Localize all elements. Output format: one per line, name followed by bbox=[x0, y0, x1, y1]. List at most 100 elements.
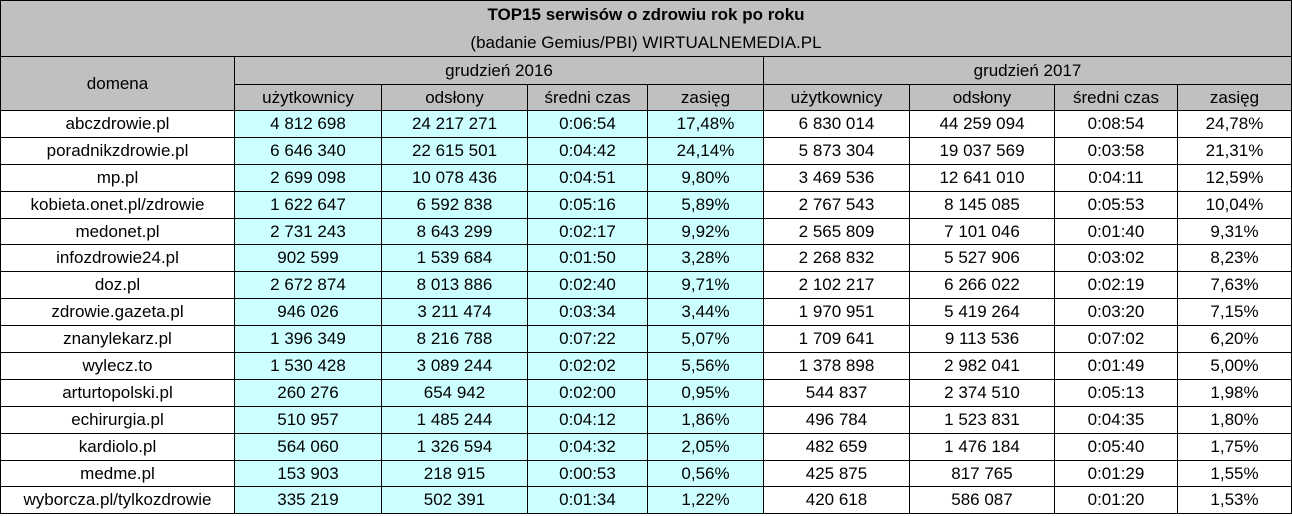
avg-time-2016-cell: 0:04:32 bbox=[527, 432, 648, 461]
avg-time-2016-cell: 0:02:00 bbox=[527, 378, 648, 407]
reach-2017-cell: 9,31% bbox=[1177, 217, 1292, 246]
pageviews-2017-cell: 7 101 046 bbox=[909, 217, 1055, 246]
avg-time-2017-cell: 0:04:11 bbox=[1054, 163, 1178, 192]
reach-2016-cell: 0,95% bbox=[647, 378, 764, 407]
reach-2017-cell: 5,00% bbox=[1177, 352, 1292, 380]
pageviews-2016-cell: 22 615 501 bbox=[381, 136, 528, 165]
domain-cell: abczdrowie.pl bbox=[0, 110, 235, 138]
reach-2016-cell: 3,28% bbox=[647, 244, 764, 273]
reach-2017-cell: 1,80% bbox=[1177, 405, 1292, 434]
metric-header-avg-time-2016: średni czas bbox=[527, 84, 648, 111]
table-row: medonet.pl 2 731 243 8 643 299 0:02:17 9,92%… bbox=[0, 217, 1292, 246]
pageviews-2016-cell: 218 915 bbox=[381, 459, 528, 488]
avg-time-2016-cell: 0:02:40 bbox=[527, 271, 648, 300]
pageviews-2016-cell: 8 216 788 bbox=[381, 325, 528, 354]
users-2017-cell: 544 837 bbox=[763, 378, 910, 407]
users-2017-cell: 420 618 bbox=[763, 486, 910, 515]
users-2016-cell: 2 672 874 bbox=[234, 271, 382, 300]
avg-time-2017-cell: 0:01:49 bbox=[1054, 352, 1178, 380]
domain-cell: poradnikzdrowie.pl bbox=[0, 136, 235, 165]
users-2016-cell: 2 731 243 bbox=[234, 217, 382, 246]
domain-cell: echirurgia.pl bbox=[0, 405, 235, 434]
reach-2017-cell: 24,78% bbox=[1177, 110, 1292, 138]
users-2017-cell: 1 378 898 bbox=[763, 352, 910, 380]
reach-2017-cell: 8,23% bbox=[1177, 244, 1292, 273]
reach-2016-cell: 9,80% bbox=[647, 163, 764, 192]
avg-time-2016-cell: 0:02:02 bbox=[527, 352, 648, 380]
reach-2017-cell: 1,53% bbox=[1177, 486, 1292, 515]
table-row: medme.pl 153 903 218 915 0:00:53 0,56% 425 87… bbox=[0, 459, 1292, 488]
avg-time-2017-cell: 0:08:54 bbox=[1054, 110, 1178, 138]
metric-header-reach-2016: zasięg bbox=[647, 84, 764, 111]
table-row: kardiolo.pl 564 060 1 326 594 0:04:32 2,05% 4… bbox=[0, 432, 1292, 461]
pageviews-2016-cell: 3 211 474 bbox=[381, 298, 528, 327]
avg-time-2017-cell: 0:02:19 bbox=[1054, 271, 1178, 300]
users-2016-cell: 6 646 340 bbox=[234, 136, 382, 165]
avg-time-2016-cell: 0:04:51 bbox=[527, 163, 648, 192]
avg-time-2017-cell: 0:01:20 bbox=[1054, 486, 1178, 515]
domain-cell: wyborcza.pl/tylkozdrowie bbox=[0, 486, 235, 515]
period-header-2017: grudzień 2017 bbox=[763, 56, 1292, 85]
reach-2016-cell: 2,05% bbox=[647, 432, 764, 461]
domain-cell: arturtopolski.pl bbox=[0, 378, 235, 407]
table-title: TOP15 serwisów o zdrowiu rok po roku bbox=[0, 0, 1292, 29]
users-2016-cell: 2 699 098 bbox=[234, 163, 382, 192]
table-row: echirurgia.pl 510 957 1 485 244 0:04:12 1,86… bbox=[0, 405, 1292, 434]
reach-2017-cell: 1,98% bbox=[1177, 378, 1292, 407]
reach-2017-cell: 6,20% bbox=[1177, 325, 1292, 354]
metric-header-users-2016: użytkownicy bbox=[234, 84, 382, 111]
users-2016-cell: 1 530 428 bbox=[234, 352, 382, 380]
reach-2017-cell: 7,15% bbox=[1177, 298, 1292, 327]
users-2017-cell: 425 875 bbox=[763, 459, 910, 488]
table-subtitle: (badanie Gemius/PBI) WIRTUALNEMEDIA.PL bbox=[0, 29, 1292, 57]
users-2017-cell: 3 469 536 bbox=[763, 163, 910, 192]
metric-header-pageviews-2017: odsłony bbox=[909, 84, 1055, 111]
reach-2016-cell: 5,07% bbox=[647, 325, 764, 354]
pageviews-2016-cell: 8 013 886 bbox=[381, 271, 528, 300]
pageviews-2016-cell: 10 078 436 bbox=[381, 163, 528, 192]
pageviews-2017-cell: 44 259 094 bbox=[909, 110, 1055, 138]
users-2016-cell: 260 276 bbox=[234, 378, 382, 407]
reach-2016-cell: 17,48% bbox=[647, 110, 764, 138]
table-row: znanylekarz.pl 1 396 349 8 216 788 0:07:22 5… bbox=[0, 325, 1292, 354]
pageviews-2016-cell: 654 942 bbox=[381, 378, 528, 407]
avg-time-2016-cell: 0:01:34 bbox=[527, 486, 648, 515]
users-2016-cell: 335 219 bbox=[234, 486, 382, 515]
users-2016-cell: 1 622 647 bbox=[234, 190, 382, 219]
table-row: mp.pl 2 699 098 10 078 436 0:04:51 9,80% 3 46… bbox=[0, 163, 1292, 192]
reach-2017-cell: 12,59% bbox=[1177, 163, 1292, 192]
avg-time-2016-cell: 0:01:50 bbox=[527, 244, 648, 273]
reach-2016-cell: 1,86% bbox=[647, 405, 764, 434]
users-2017-cell: 5 873 304 bbox=[763, 136, 910, 165]
users-2017-cell: 2 767 543 bbox=[763, 190, 910, 219]
users-2016-cell: 1 396 349 bbox=[234, 325, 382, 354]
metric-header-reach-2017: zasięg bbox=[1177, 84, 1292, 111]
metric-header-users-2017: użytkownicy bbox=[763, 84, 910, 111]
users-2016-cell: 946 026 bbox=[234, 298, 382, 327]
pageviews-2016-cell: 24 217 271 bbox=[381, 110, 528, 138]
avg-time-2017-cell: 0:01:40 bbox=[1054, 217, 1178, 246]
pageviews-2017-cell: 5 527 906 bbox=[909, 244, 1055, 273]
pageviews-2017-cell: 19 037 569 bbox=[909, 136, 1055, 165]
pageviews-2016-cell: 8 643 299 bbox=[381, 217, 528, 246]
domain-cell: medme.pl bbox=[0, 459, 235, 488]
avg-time-2016-cell: 0:02:17 bbox=[527, 217, 648, 246]
subtitle-row: (badanie Gemius/PBI) WIRTUALNEMEDIA.PL bbox=[0, 29, 1292, 57]
metric-header-pageviews-2016: odsłony bbox=[381, 84, 528, 111]
avg-time-2017-cell: 0:03:02 bbox=[1054, 244, 1178, 273]
reach-2016-cell: 9,71% bbox=[647, 271, 764, 300]
users-2017-cell: 6 830 014 bbox=[763, 110, 910, 138]
reach-2016-cell: 24,14% bbox=[647, 136, 764, 165]
domain-cell: medonet.pl bbox=[0, 217, 235, 246]
reach-2016-cell: 9,92% bbox=[647, 217, 764, 246]
domain-cell: wylecz.to bbox=[0, 352, 235, 380]
reach-2017-cell: 21,31% bbox=[1177, 136, 1292, 165]
reach-2017-cell: 1,75% bbox=[1177, 432, 1292, 461]
pageviews-2017-cell: 2 374 510 bbox=[909, 378, 1055, 407]
title-row: TOP15 serwisów o zdrowiu rok po roku bbox=[0, 0, 1292, 29]
table-row: abczdrowie.pl 4 812 698 24 217 271 0:06:54 1… bbox=[0, 110, 1292, 138]
avg-time-2016-cell: 0:03:34 bbox=[527, 298, 648, 327]
pageviews-2017-cell: 1 476 184 bbox=[909, 432, 1055, 461]
metric-header-avg-time-2017: średni czas bbox=[1054, 84, 1178, 111]
